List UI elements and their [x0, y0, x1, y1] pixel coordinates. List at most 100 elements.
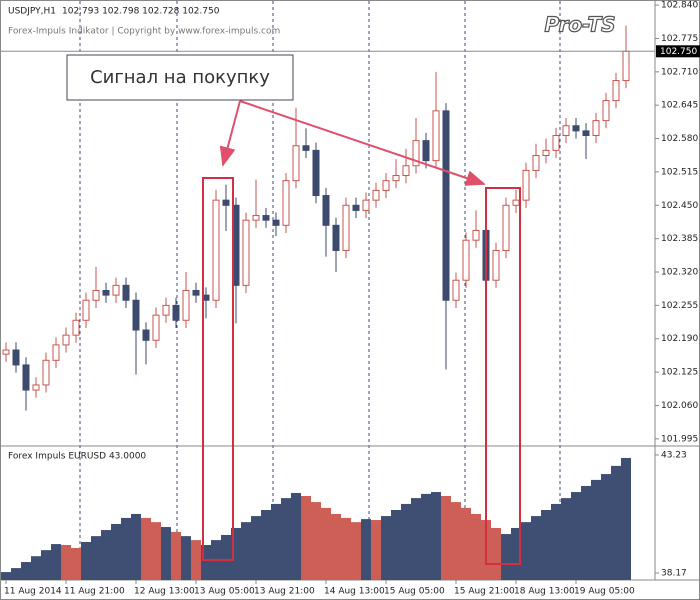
histogram-bar: [421, 493, 431, 580]
histogram-bar: [541, 510, 551, 580]
histogram-bar: [521, 522, 531, 580]
y-tick-label: 102.125: [661, 368, 698, 378]
histogram-bar: [371, 520, 381, 580]
candle-body: [182, 289, 190, 321]
histogram-bar: [141, 517, 151, 580]
histogram-bar: [581, 485, 591, 580]
histogram-bar: [151, 522, 161, 580]
histogram-bar: [441, 496, 451, 580]
candle-body: [362, 199, 370, 211]
histogram-bar: [501, 534, 511, 580]
y-tick-label: 102.385: [661, 234, 698, 244]
candle-body: [502, 204, 510, 251]
histogram-bar: [321, 507, 331, 580]
candle-body: [412, 140, 420, 167]
histogram-bar: [91, 536, 101, 580]
histogram-bar: [81, 541, 91, 580]
candle-body: [92, 289, 100, 301]
candle-body: [602, 100, 610, 122]
candle-body: [42, 359, 50, 386]
candle-body: [552, 134, 560, 151]
histogram-bar: [381, 516, 391, 580]
arrow: [239, 100, 486, 186]
candle-body: [312, 149, 320, 197]
histogram-bar: [401, 503, 411, 580]
histogram-bar: [301, 496, 311, 580]
arrow: [219, 100, 241, 167]
watermark: Pro-TS: [544, 13, 615, 37]
histogram-bar: [461, 507, 471, 580]
candle-body: [122, 284, 130, 301]
histogram-bar: [251, 516, 261, 580]
histogram-bar: [161, 527, 171, 580]
candle-body: [462, 239, 470, 281]
histogram-bar: [431, 492, 441, 580]
histogram-bar: [491, 527, 501, 580]
signal-box: [485, 187, 521, 565]
histogram-bar: [181, 536, 191, 580]
histogram-bar: [511, 527, 521, 580]
x-tick-label: 13 Aug 05:00: [194, 587, 255, 597]
y-tick-label: 102.320: [661, 268, 698, 278]
candle-body: [282, 180, 290, 226]
candle-body: [572, 125, 580, 132]
candle-body: [562, 125, 570, 136]
x-tick-label: 15 Aug 21:00: [454, 587, 515, 597]
candle-body: [222, 199, 230, 206]
indicator-label: Forex-Impuls Indikator | Copyright by ww…: [8, 27, 280, 37]
candle-body: [292, 145, 300, 182]
histogram-bar: [231, 527, 241, 580]
candle-body: [372, 189, 380, 201]
candle-body: [272, 219, 280, 226]
last-price-label: 102.750: [660, 47, 697, 57]
histogram-bar: [331, 513, 341, 580]
x-tick-label: 13 Aug 21:00: [254, 587, 315, 597]
histogram-bar: [571, 492, 581, 580]
candle-body: [302, 145, 310, 151]
histogram-bar: [101, 530, 111, 580]
histogram-bar: [621, 457, 631, 580]
candle-body: [592, 120, 600, 136]
histogram-bar: [191, 540, 201, 580]
candle-body: [132, 299, 140, 331]
histogram-bar: [361, 519, 371, 580]
candle-body: [72, 319, 80, 336]
histogram-bar: [111, 524, 121, 580]
candle-body: [252, 215, 260, 221]
candle-body: [242, 219, 250, 286]
candle-body: [142, 329, 150, 341]
histogram-bar: [311, 502, 321, 580]
histogram-bar: [551, 503, 561, 580]
y-tick-label: 102.060: [661, 401, 698, 411]
histogram-bar: [341, 517, 351, 580]
y-tick-label: 102.255: [661, 301, 698, 311]
candle-body: [172, 304, 180, 321]
y-tick-label: 102.515: [661, 167, 698, 177]
histogram-bar: [21, 562, 31, 580]
histogram-bar: [31, 556, 41, 580]
candle-body: [52, 344, 60, 361]
histogram-bar: [451, 502, 461, 580]
candle-body: [82, 299, 90, 321]
histogram-bar: [531, 516, 541, 580]
y-tick-label: 102.840: [661, 1, 698, 11]
histogram-bar: [411, 498, 421, 580]
histogram-bar: [471, 513, 481, 580]
candle-body: [22, 364, 30, 391]
histogram-bar: [601, 474, 611, 580]
x-tick-label: 11 Aug 21:00: [64, 587, 125, 597]
histogram-bar: [1, 572, 11, 580]
x-tick-label: 11 Aug 2014: [4, 587, 62, 597]
candle-body: [532, 155, 540, 171]
y-tick-label: 102.450: [661, 201, 698, 211]
candle-body: [542, 149, 550, 157]
candle-body: [452, 279, 460, 301]
candle-body: [422, 140, 430, 162]
candle-body: [612, 80, 620, 102]
candle-body: [402, 165, 410, 177]
candle-body: [62, 334, 70, 346]
histogram-bar: [121, 517, 131, 580]
histogram-bar: [351, 522, 361, 580]
histogram-bar: [591, 479, 601, 580]
candle-body: [102, 289, 110, 296]
